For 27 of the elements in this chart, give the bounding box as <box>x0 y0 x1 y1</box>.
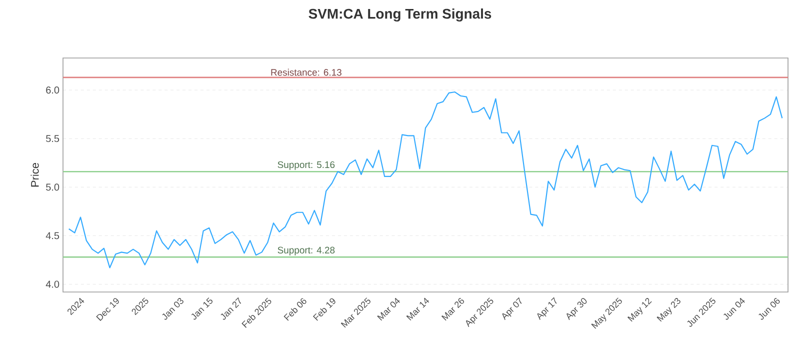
x-tick-label: Mar 26 <box>441 298 464 321</box>
line-series <box>68 91 783 268</box>
x-tick-label: Jan 27 <box>220 297 242 320</box>
x-tick-label: Apr 17 <box>537 297 557 320</box>
x-tick-label: Mar 04 <box>377 298 400 321</box>
x-tick-label: May 12 <box>627 298 652 322</box>
x-tick-label: Feb 06 <box>284 298 306 321</box>
x-tick-label: Jun 04 <box>724 298 745 320</box>
y-tick-label: 4.5 <box>46 232 60 240</box>
x-tick-label: Feb 19 <box>312 298 336 321</box>
x-tick-label: May 23 <box>656 298 680 322</box>
ref-line-label: Support: 5.16 <box>278 161 335 170</box>
x-tick-label: Dec 19 <box>96 298 119 321</box>
x-tick-label: Jan 03 <box>162 298 184 320</box>
x-tick-label: Mar 14 <box>406 298 430 321</box>
x-tick-label: Apr 30 <box>566 298 587 320</box>
x-tick-label: Apr 07 <box>502 297 522 320</box>
y-axis-title: Price <box>30 163 39 187</box>
y-tick-label: 5.5 <box>46 135 60 142</box>
chart-title: SVM:CA Long Term Signals <box>308 8 492 22</box>
y-tick-label: 6.0 <box>46 86 60 94</box>
y-tick-label: 5.0 <box>46 184 60 191</box>
ref-line-label: Resistance: 6.13 <box>271 68 342 76</box>
x-tick-label: Jun 06 <box>758 298 780 320</box>
ref-line-label: Support: 4.28 <box>278 246 335 256</box>
x-tick-label: Jan 15 <box>191 298 213 320</box>
y-tick-label: 4.0 <box>46 280 60 288</box>
